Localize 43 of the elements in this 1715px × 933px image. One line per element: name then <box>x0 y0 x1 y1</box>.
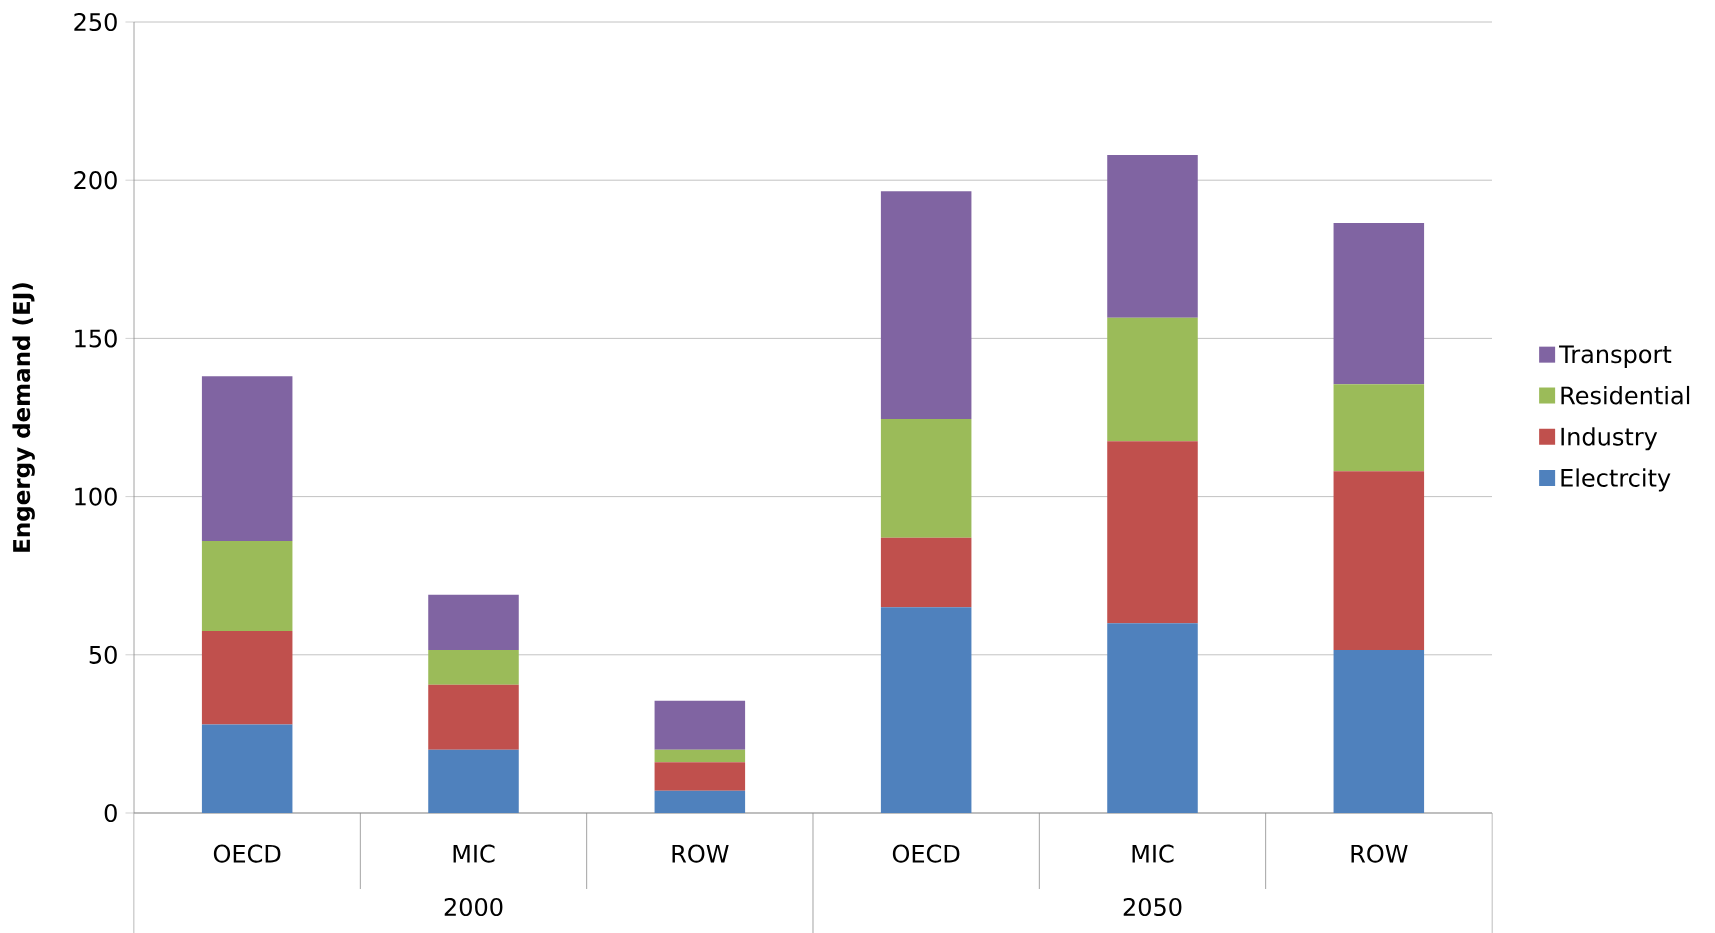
bar <box>880 418 972 538</box>
y-tick-label: 100 <box>75 487 117 506</box>
bar <box>428 649 519 685</box>
legend-label: Industry <box>1561 426 1658 451</box>
bar <box>1333 222 1425 385</box>
bar <box>201 630 293 725</box>
bar <box>880 191 972 419</box>
x-tick-label: ROW <box>1351 844 1408 863</box>
legend-label: Transport <box>1559 345 1672 368</box>
bar <box>654 762 746 791</box>
text: 2050 <box>1123 897 1182 916</box>
bar <box>201 724 293 813</box>
bar <box>1333 384 1425 472</box>
y-axis-title: Engergy demand (EJ) <box>12 282 35 552</box>
bar <box>201 376 293 541</box>
x-tick-label: MIC <box>1132 844 1174 863</box>
y-tick-label: 250 <box>74 12 117 31</box>
bar <box>1107 317 1198 442</box>
legend-label: Electrcity <box>1561 468 1671 492</box>
bar <box>1107 154 1198 318</box>
x-tick-label: OECD <box>213 844 281 863</box>
bar <box>1333 649 1425 813</box>
legend-label: Residential <box>1561 385 1690 405</box>
bar <box>201 540 293 631</box>
bar <box>654 790 746 813</box>
bar <box>428 594 519 650</box>
bar <box>654 700 746 750</box>
bar <box>428 749 519 813</box>
x-tick-label: ROW <box>672 844 729 863</box>
bar <box>1107 441 1198 623</box>
bar <box>1333 471 1425 650</box>
y-tick-label: 50 <box>89 645 117 664</box>
bar <box>880 607 972 813</box>
x-tick-label: OECD <box>892 844 960 863</box>
y-tick-label: 200 <box>74 170 117 190</box>
bar <box>880 537 972 608</box>
y-tick-label: 150 <box>75 329 117 348</box>
bar <box>654 749 746 763</box>
x-tick-label: MIC <box>453 844 495 863</box>
y-tick-label: 0 <box>104 803 117 822</box>
text: 2000 <box>444 897 503 916</box>
bar <box>1107 622 1198 813</box>
bar <box>428 684 519 750</box>
